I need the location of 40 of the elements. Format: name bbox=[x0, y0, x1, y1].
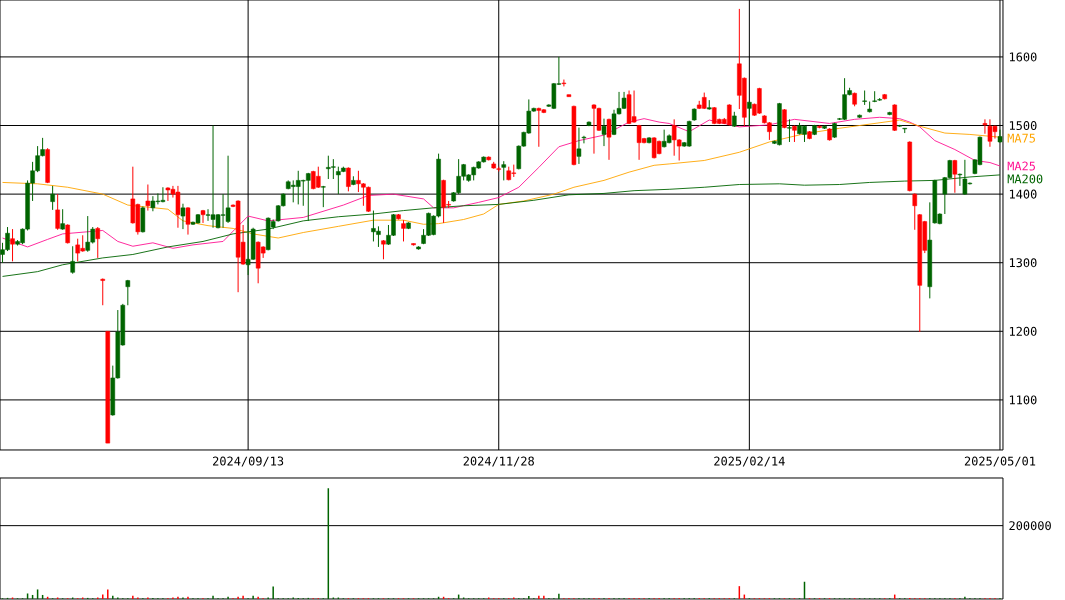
candlestick bbox=[401, 219, 406, 242]
candlestick bbox=[952, 159, 958, 194]
candlestick bbox=[561, 79, 567, 87]
candlestick bbox=[125, 279, 131, 306]
candlestick bbox=[150, 195, 156, 212]
candlestick bbox=[100, 277, 106, 306]
candlestick bbox=[205, 208, 211, 222]
y-tick-label: 1500 bbox=[1009, 120, 1037, 131]
candlestick bbox=[145, 184, 151, 212]
y-tick-label: 1200 bbox=[1009, 326, 1037, 336]
candlestick bbox=[747, 101, 752, 127]
y-tick-label: 1600 bbox=[1009, 52, 1037, 62]
x-tick-label: 2025/02/14 bbox=[714, 456, 785, 467]
candlestick bbox=[95, 226, 101, 259]
candlestick bbox=[346, 166, 351, 192]
candlestick bbox=[55, 193, 60, 231]
y-tick-label: 200000 bbox=[1009, 521, 1051, 531]
candlestick bbox=[10, 228, 15, 262]
candlestick bbox=[65, 223, 70, 245]
candlestick bbox=[50, 185, 55, 211]
series-label: MA25 bbox=[1007, 161, 1036, 171]
candlestick bbox=[60, 208, 65, 231]
candlestick bbox=[185, 206, 191, 236]
candlestick bbox=[636, 124, 642, 161]
candlestick bbox=[787, 118, 792, 143]
candlestick bbox=[180, 203, 186, 230]
series-label: MA75 bbox=[1007, 133, 1036, 143]
y-tick-label: 1400 bbox=[1009, 189, 1037, 199]
y-tick-label: 1100 bbox=[1009, 395, 1037, 405]
candlestick bbox=[601, 118, 607, 147]
candlestick bbox=[912, 192, 918, 231]
candlestick bbox=[200, 209, 206, 224]
candlestick bbox=[381, 239, 386, 260]
candlestick bbox=[606, 118, 612, 161]
y-tick-label: 1300 bbox=[1009, 258, 1037, 268]
series-label: MA200 bbox=[1007, 174, 1043, 184]
candlestick bbox=[501, 160, 507, 181]
x-tick-label: 2024/09/13 bbox=[213, 456, 284, 467]
x-tick-label: 2024/11/28 bbox=[463, 456, 534, 467]
x-tick-label: 2025/05/01 bbox=[964, 456, 1036, 467]
